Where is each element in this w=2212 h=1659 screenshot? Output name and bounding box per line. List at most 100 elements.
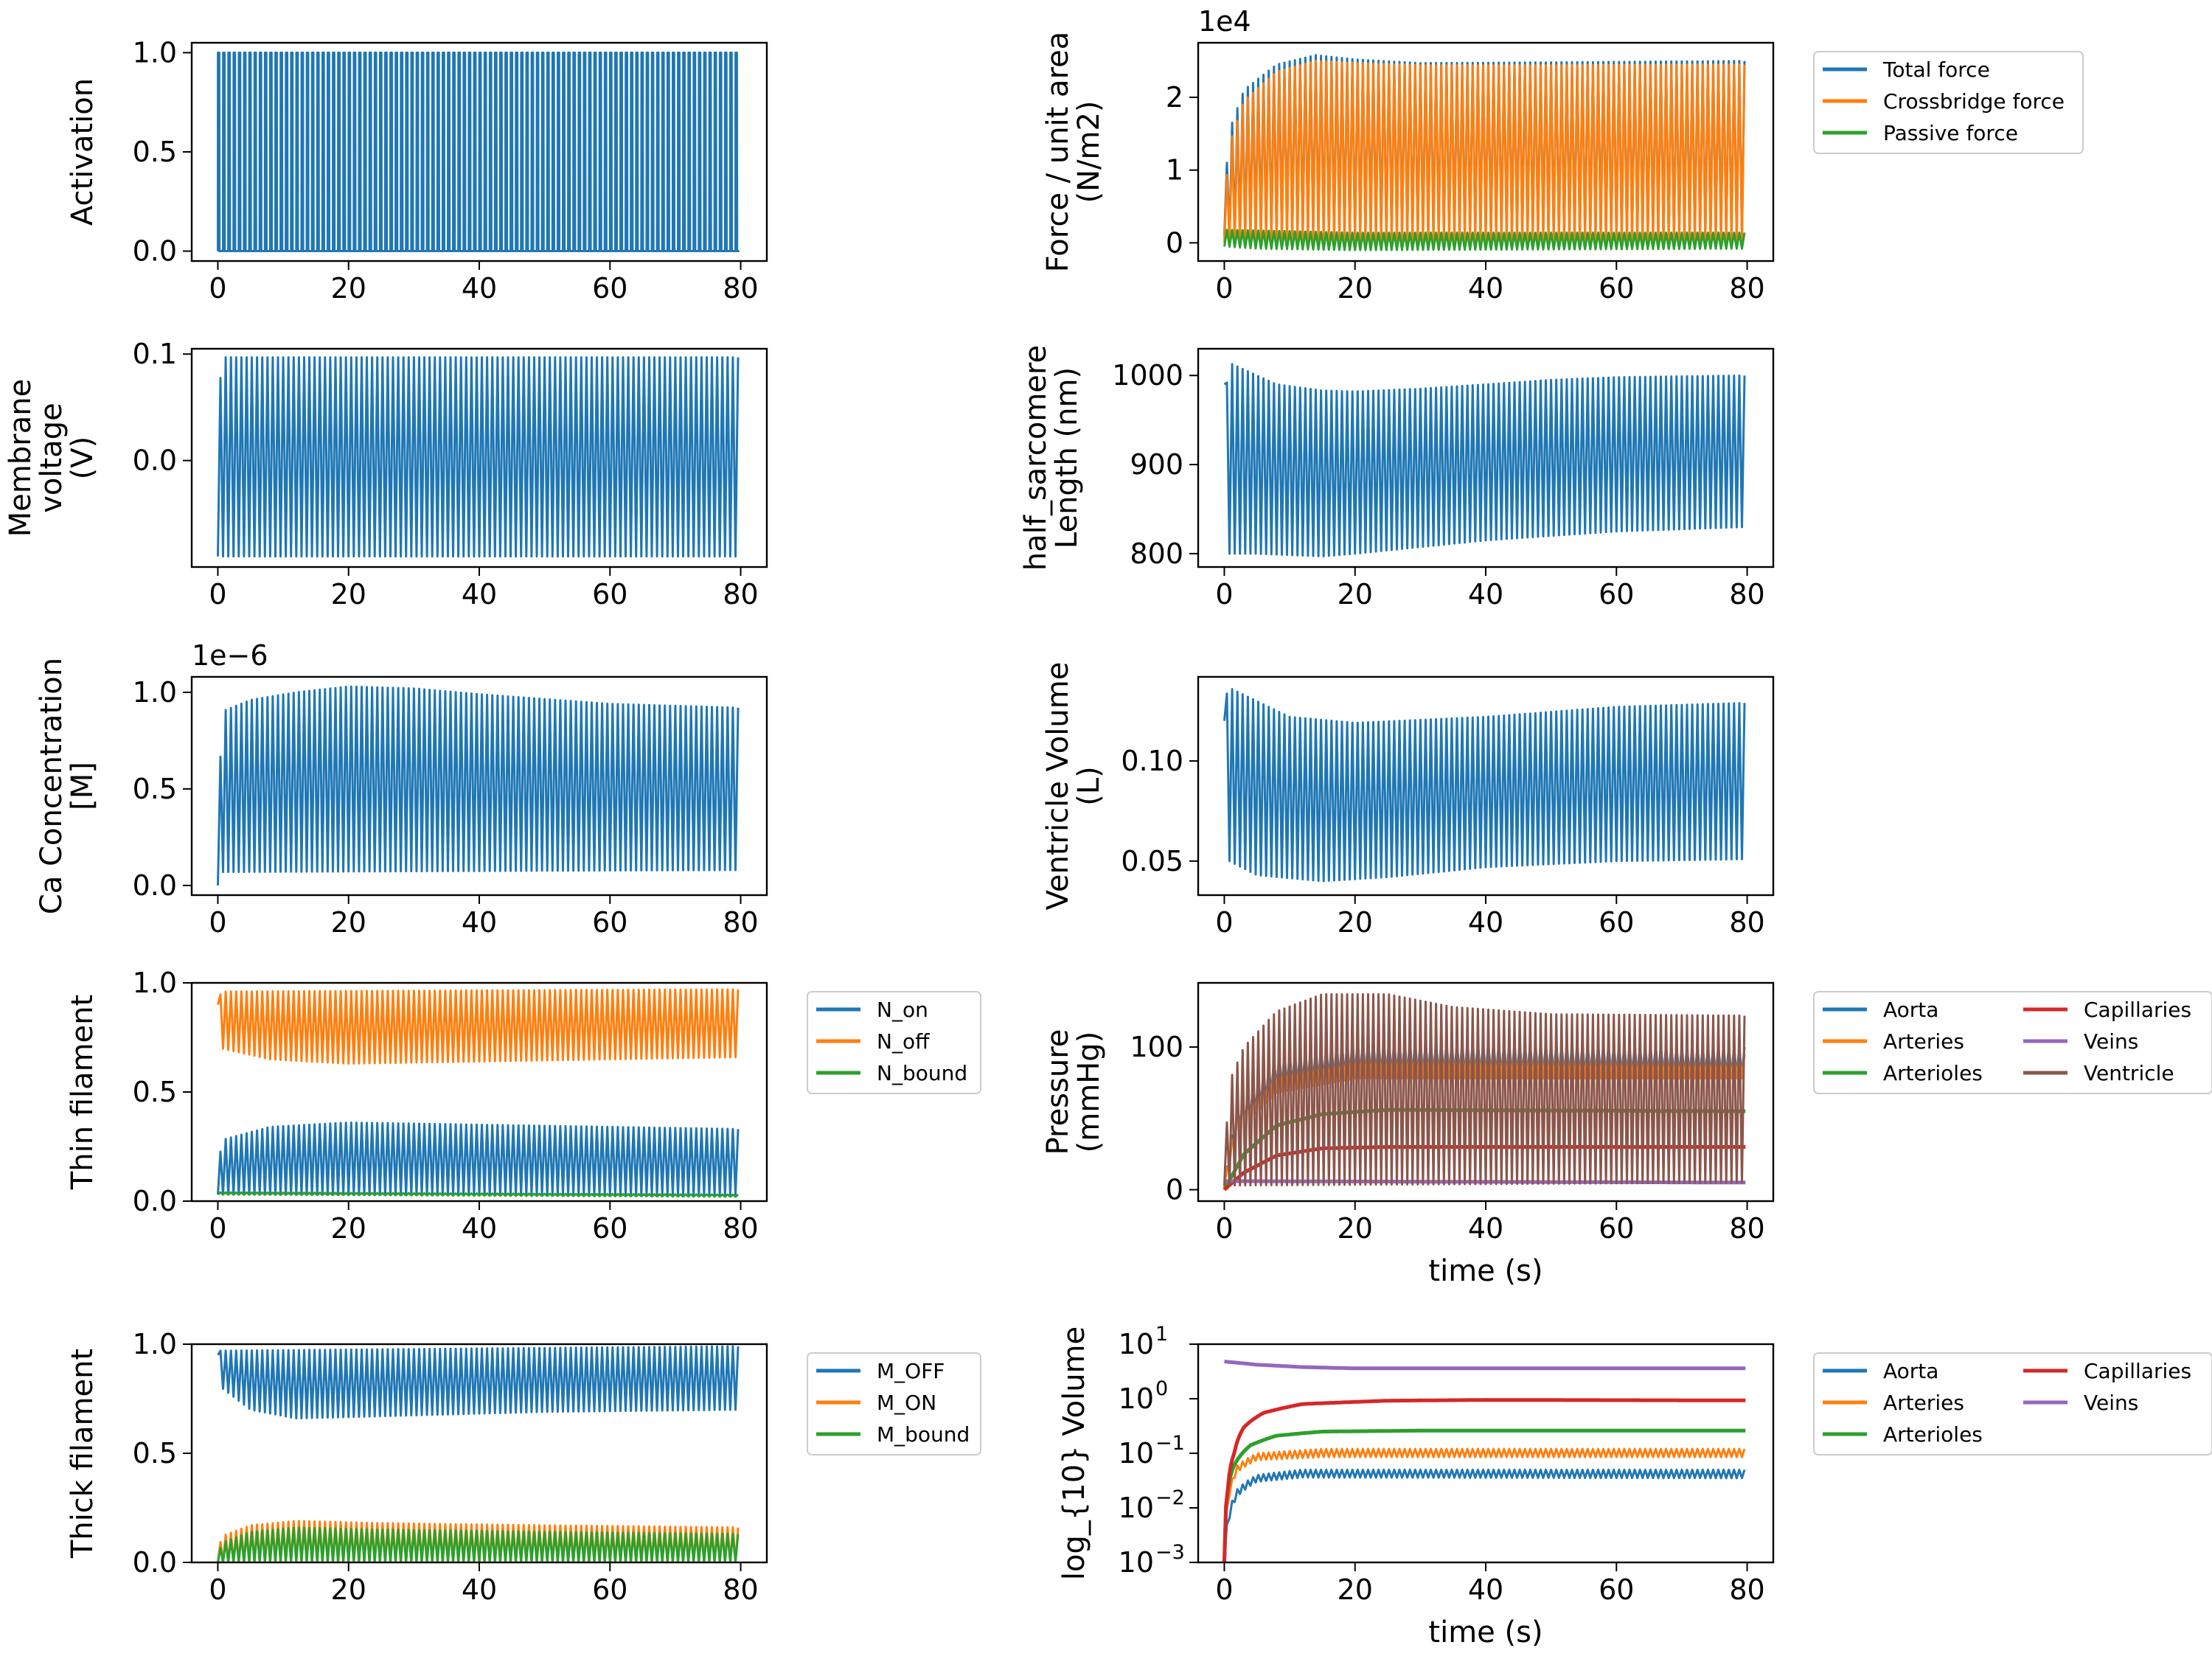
y-axis-label: [M]	[66, 762, 100, 810]
y-tick-exponent: 0	[1155, 1377, 1168, 1400]
x-tick-label: 80	[1729, 1573, 1764, 1606]
y-tick-label: 900	[1130, 448, 1183, 481]
series-line-arterioles	[1222, 1428, 1746, 1562]
legend: Total force Crossbridge force Passive forc…	[1813, 51, 2084, 154]
x-tick-label: 40	[462, 578, 497, 611]
plot-area	[217, 52, 740, 253]
series-line-veins	[1224, 1360, 1746, 1371]
legend: N_on N_off N_bound	[807, 991, 981, 1094]
x-tick-label: 40	[462, 906, 497, 939]
y-tick-label: 0.10	[1121, 745, 1183, 777]
x-tick-label: 40	[462, 1212, 497, 1245]
y-tick-label: 0.1	[133, 338, 177, 370]
y-tick-label: 0.0	[133, 445, 177, 477]
axis-offset-label: 1e4	[1198, 5, 1251, 38]
y-tick-label: 0.5	[133, 136, 177, 168]
series-line-ventricle	[1223, 993, 1746, 1187]
y-axis-label: Activation	[66, 78, 100, 226]
legend-label: Capillaries	[2084, 1359, 2191, 1383]
y-tick-label: 0.5	[133, 773, 177, 805]
plot-area	[1222, 993, 1746, 1192]
y-tick-label: 1000	[1112, 359, 1183, 392]
y-tick-label: 800	[1130, 538, 1183, 570]
y-tick-exponent: 1	[1155, 1323, 1168, 1346]
x-tick-label: 80	[723, 578, 758, 611]
plot-area	[1223, 363, 1746, 557]
axis-offset-label: 1e−6	[192, 639, 268, 672]
legend-label: Veins	[2084, 1029, 2138, 1054]
series-line-arteries	[1223, 1447, 1746, 1562]
legend-label: N_on	[877, 998, 928, 1022]
series-line-activation	[217, 52, 740, 253]
x-tick-label: 40	[1468, 578, 1503, 611]
x-tick-label: 60	[1599, 578, 1634, 611]
x-tick-label: 0	[1215, 272, 1233, 305]
y-tick-label: 0.0	[133, 869, 177, 902]
series-line-capillaries	[1222, 1398, 1746, 1562]
y-axis-label: Thick filament	[66, 1349, 100, 1559]
x-tick-label: 80	[1729, 906, 1764, 939]
plot-area	[1223, 54, 1746, 251]
y-tick-label: 101	[1119, 1323, 1169, 1360]
series-line-sarcomere	[1223, 363, 1746, 557]
y-axis-label: Thin filament	[66, 995, 100, 1190]
series-line-ventricle	[1223, 688, 1746, 883]
legend-label: M_bound	[877, 1422, 970, 1447]
y-tick-label: 0.05	[1121, 845, 1183, 877]
y-tick-label: 1.0	[133, 1328, 177, 1360]
y-tick-label: 0.5	[133, 1076, 177, 1108]
y-axis-label: half_sarcomere	[1019, 345, 1053, 571]
y-tick-base: 10	[1119, 1382, 1154, 1415]
x-tick-label: 20	[331, 272, 366, 305]
legend-label: Arterioles	[1883, 1422, 1983, 1447]
x-tick-label: 60	[1599, 272, 1634, 305]
y-tick-label: 10−2	[1119, 1486, 1185, 1524]
legend-label: Arteries	[1883, 1029, 1964, 1054]
x-tick-label: 0	[1215, 1573, 1233, 1606]
y-tick-base: 10	[1119, 1546, 1154, 1579]
x-tick-label: 40	[1468, 1573, 1503, 1606]
x-tick-label: 40	[462, 1573, 497, 1606]
y-axis-label: Pressure	[1041, 1029, 1075, 1155]
y-axis-label: Force / unit area	[1041, 32, 1075, 273]
series-line-membrane	[217, 356, 740, 558]
y-tick-exponent: −2	[1155, 1486, 1185, 1509]
legend-label: Aorta	[1883, 1359, 1938, 1383]
series-line-m-bound	[217, 1526, 740, 1562]
y-tick-label: 0	[1166, 1174, 1183, 1206]
legend-label: Arteries	[1883, 1391, 1964, 1415]
y-tick-label: 1.0	[133, 676, 177, 709]
x-tick-label: 20	[1338, 578, 1373, 611]
y-axis-label: Ventricle Volume	[1041, 662, 1075, 911]
legend-label: N_bound	[877, 1061, 967, 1085]
legend-frame	[1813, 1352, 2212, 1455]
x-tick-label: 80	[723, 906, 758, 939]
legend-frame	[807, 991, 981, 1094]
x-tick-label: 0	[209, 1573, 226, 1606]
series-line-n-off	[217, 988, 740, 1065]
x-axis-label: time (s)	[1428, 1254, 1543, 1288]
series-line-n-on	[217, 1121, 740, 1196]
legend-label: Aorta	[1883, 998, 1938, 1022]
x-tick-label: 0	[209, 272, 226, 305]
legend-label: Capillaries	[2084, 998, 2191, 1022]
x-tick-label: 60	[592, 906, 627, 939]
y-tick-label: 2	[1166, 81, 1183, 114]
y-axis-label: (L)	[1072, 766, 1106, 806]
y-tick-exponent: −3	[1155, 1541, 1185, 1564]
y-tick-base: 10	[1119, 1492, 1154, 1524]
x-tick-label: 60	[592, 578, 627, 611]
y-axis-label: (N/m2)	[1072, 100, 1106, 203]
legend-label: Total force	[1882, 58, 1990, 82]
x-tick-label: 0	[1215, 578, 1233, 611]
y-tick-label: 0.5	[133, 1437, 177, 1470]
series-line-m-off	[217, 1345, 740, 1420]
legend: M_OFF M_ON M_bound	[807, 1352, 981, 1455]
y-axis-label: Ca Concentration	[35, 658, 69, 914]
legend-label: Arterioles	[1883, 1061, 1983, 1085]
x-tick-label: 80	[723, 1212, 758, 1245]
y-tick-base: 10	[1119, 1437, 1154, 1470]
